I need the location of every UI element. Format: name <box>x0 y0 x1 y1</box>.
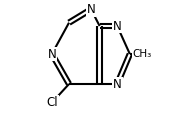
Text: CH₃: CH₃ <box>132 49 152 59</box>
Text: N: N <box>87 3 95 16</box>
Text: N: N <box>113 78 122 90</box>
Text: Cl: Cl <box>46 96 58 109</box>
Text: N: N <box>47 48 56 60</box>
Text: N: N <box>113 19 122 33</box>
